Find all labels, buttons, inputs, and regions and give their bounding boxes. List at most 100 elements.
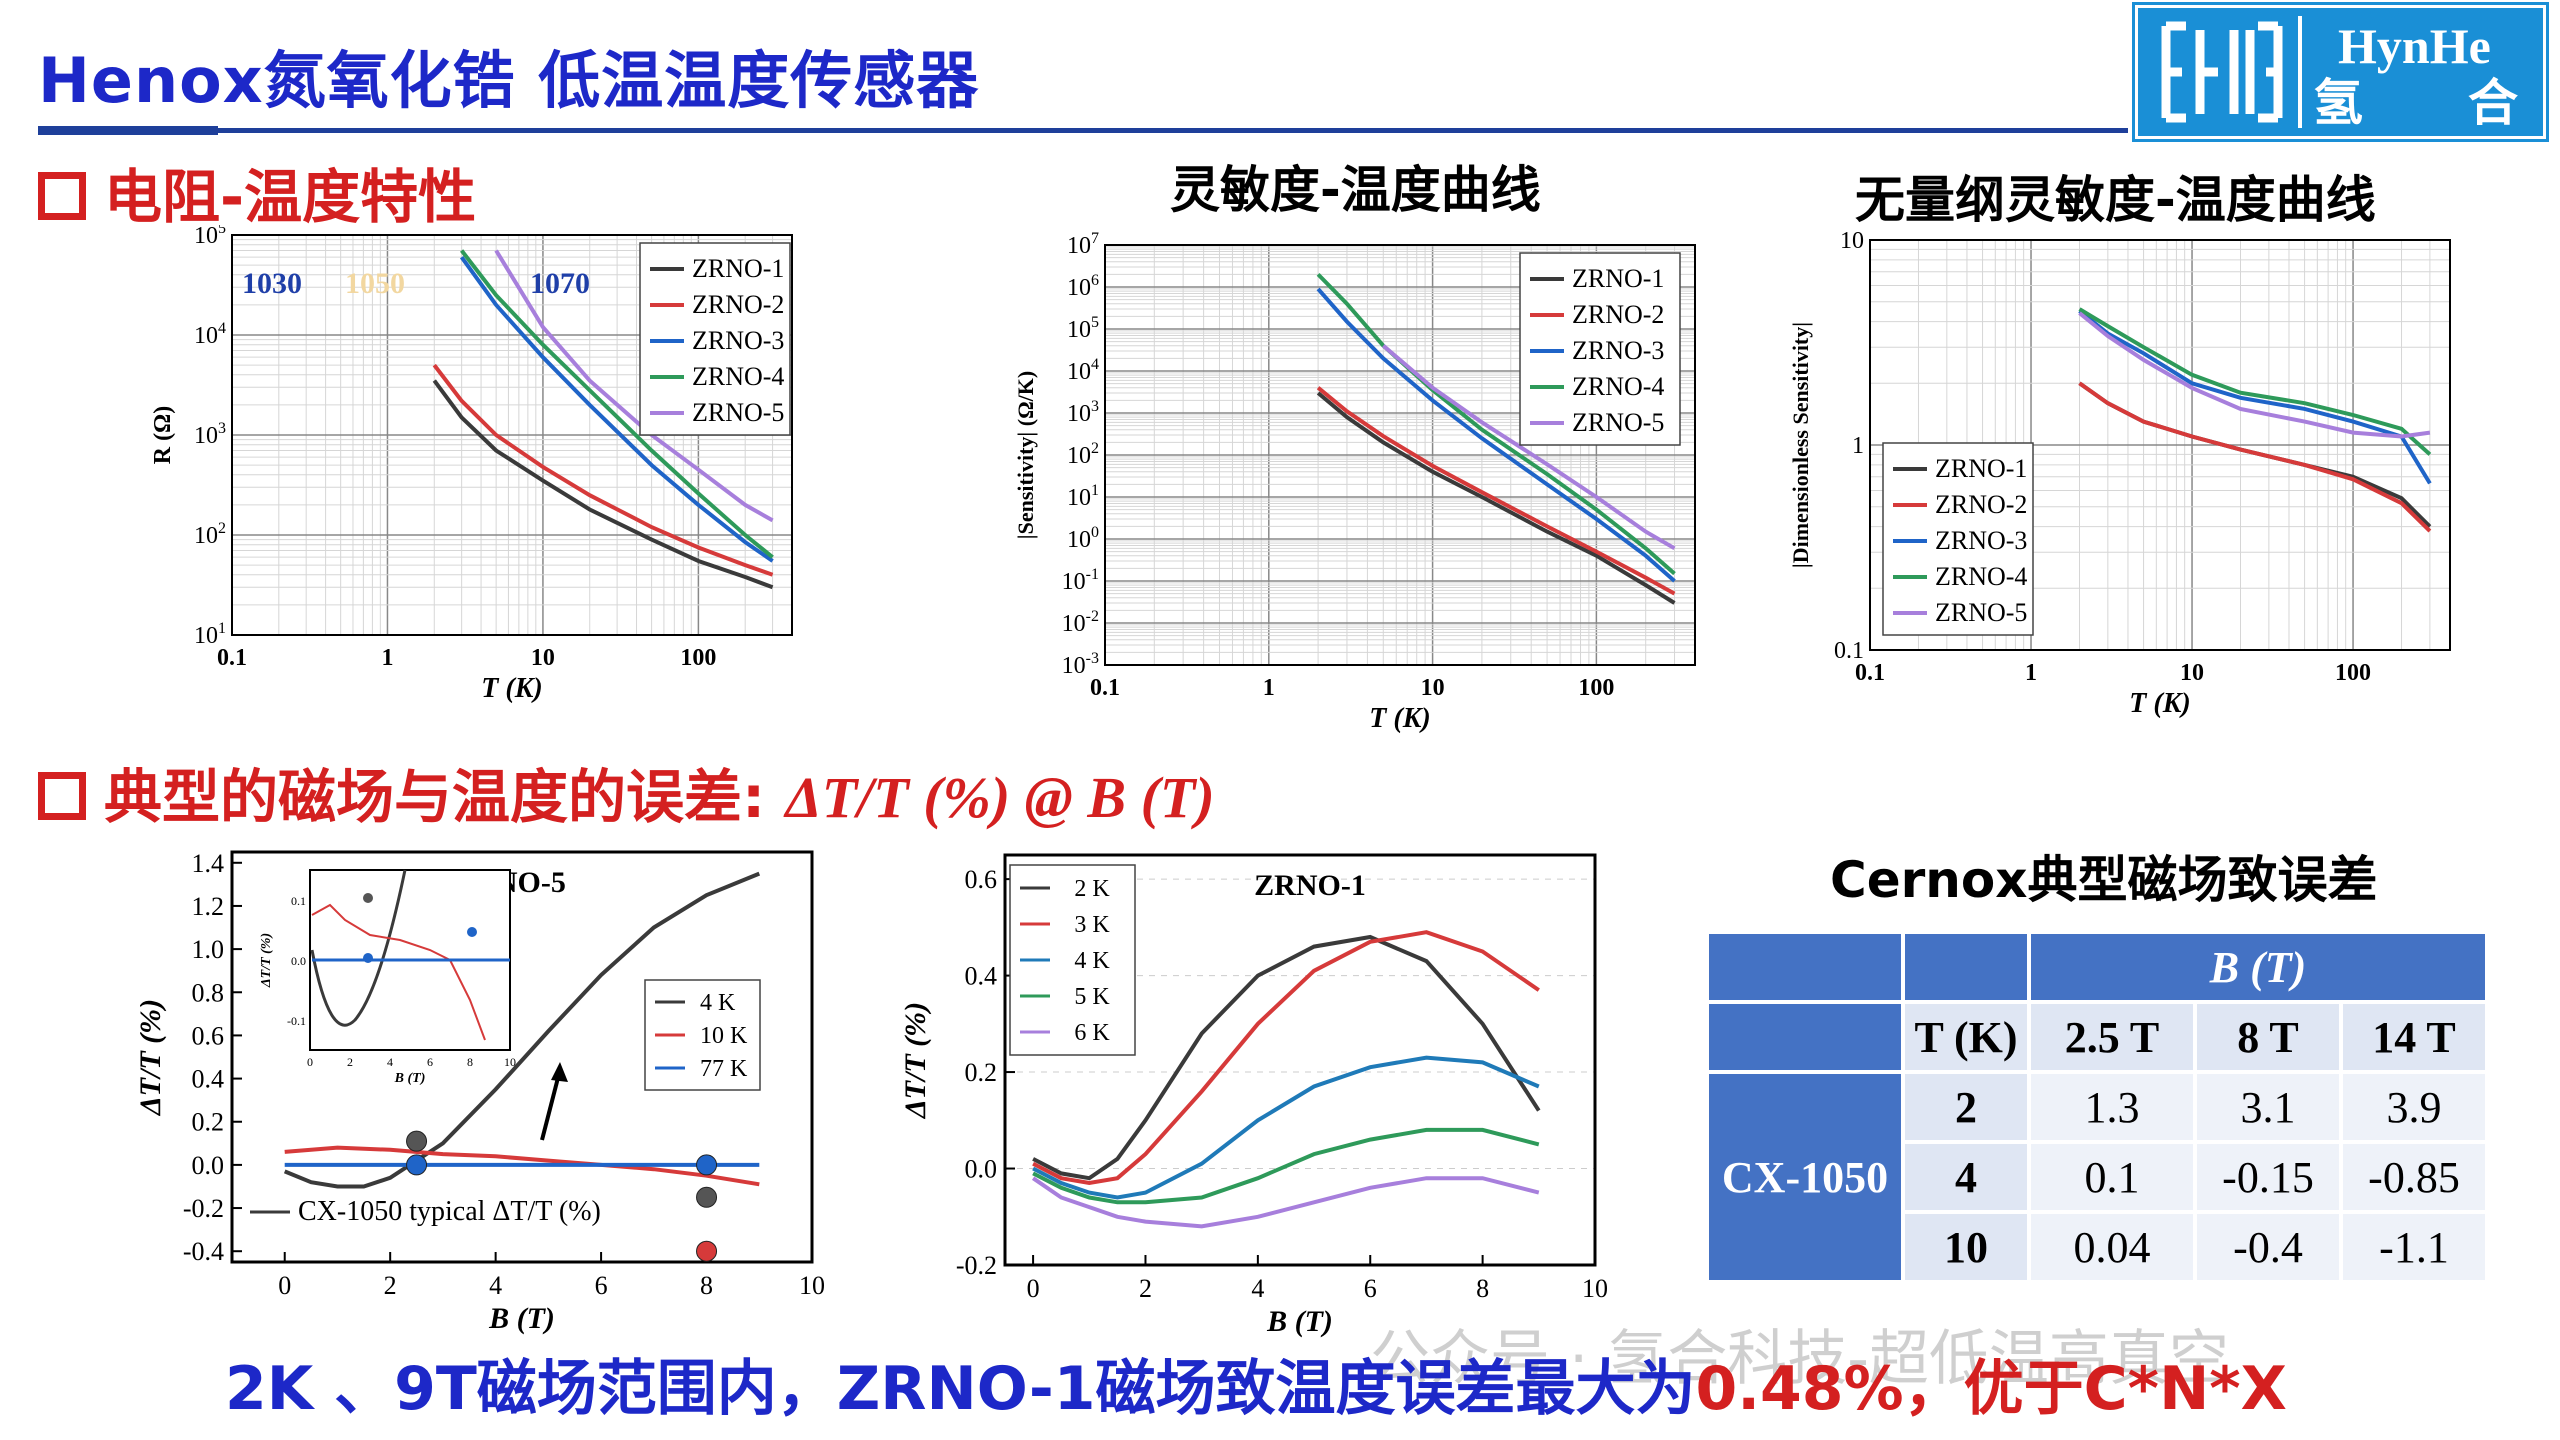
inset-series-4k	[310, 869, 407, 1027]
inset-x-tick-label: 0	[307, 1055, 313, 1069]
x-tick-label: 1	[381, 645, 393, 671]
y-tick-label: 106	[1067, 272, 1099, 301]
x-tick-label: 10	[531, 645, 555, 671]
legend-label: ZRNO-1	[1935, 454, 2027, 483]
section-heading-rt-text: 电阻-温度特性	[104, 163, 477, 231]
x-tick-label: 2	[384, 1271, 397, 1300]
legend-label: ZRNO-2	[1935, 490, 2027, 519]
legend-label: 3 K	[1074, 912, 1110, 938]
series-line-zrno-5	[2078, 311, 2431, 439]
series-line-zrno-3	[459, 256, 774, 563]
inset-x-tick-label: 4	[387, 1055, 393, 1069]
x-tick-label: 4	[489, 1271, 502, 1300]
series-line	[1032, 1127, 1540, 1205]
series-line	[1032, 1055, 1540, 1200]
section-heading-field-text: 典型的磁场与温度的误差:	[104, 763, 786, 831]
inset-x-tick-label: 8	[467, 1055, 473, 1069]
series-line	[1032, 930, 1540, 1186]
conclusion-text: 2K 、9T磁场范围内，ZRNO-1磁场致温度误差最大为0.48%，优于C*N*…	[225, 1340, 2287, 1427]
annotation-label: 1030	[242, 267, 302, 300]
section-heading-field: 典型的磁场与温度的误差: ΔT/T (%) @ B (T)	[38, 750, 1215, 834]
y-tick-label: 104	[194, 320, 226, 349]
series-line-zrno-2	[2078, 381, 2432, 533]
legend-label: ZRNO-1	[692, 254, 784, 283]
annotation-label: 1070	[530, 267, 590, 300]
data-marker	[406, 1130, 428, 1152]
y-tick-label: 1.2	[192, 892, 225, 921]
logo-text-cn1: 氢	[2313, 75, 2363, 131]
x-tick-label: 100	[2335, 660, 2371, 686]
cernox-error-table: B (T) T (K) 2.5 T 8 T 14 T CX-1050 2 1.3…	[1705, 930, 2489, 1284]
x-axis-label: B (T)	[1266, 1305, 1333, 1338]
annotation-label: 1050	[345, 267, 405, 300]
legend-label: ZRNO-3	[1935, 526, 2027, 555]
conclusion-main: 2K 、9T磁场范围内，ZRNO-1磁场致温度误差最大为	[225, 1354, 1696, 1424]
table-corner-cell	[1709, 1004, 1901, 1070]
legend-label: 2 K	[1074, 876, 1110, 902]
y-tick-label: 1.0	[192, 935, 225, 964]
y-tick-label: 101	[194, 620, 226, 649]
y-tick-label: -0.2	[956, 1251, 997, 1280]
table-cell: 0.04	[2031, 1214, 2193, 1280]
legend-label: ZRNO-5	[1935, 598, 2027, 627]
logo-text-cn2: 合	[2468, 75, 2518, 131]
table-col-header: T (K)	[1905, 1004, 2027, 1070]
series-line	[283, 871, 761, 1189]
table-col-header: 2.5 T	[2031, 1004, 2193, 1070]
sensitivity-temperature-chart: 0.1 1 10 100 10-3 10-2 10-1 100 101 102 103 104 105 1…	[1013, 230, 1696, 734]
section-heading-rt: 电阻-温度特性	[38, 150, 476, 234]
logo-text-en: HynHe	[2338, 18, 2491, 74]
table-col-header: 8 T	[2197, 1004, 2339, 1070]
plot-frame	[231, 234, 793, 636]
y-tick-label: 0.2	[192, 1108, 225, 1137]
y-tick-label: 0.6	[192, 1021, 225, 1050]
y-tick-label: 0.4	[965, 962, 998, 991]
y-tick-label: 0.6	[965, 865, 998, 894]
legend-label: ZRNO-2	[1572, 300, 1664, 329]
inset-x-tick-label: 6	[427, 1055, 433, 1069]
zrno1-field-error-chart: 0 2 4 6 8 10 -0.2 0.0 0.2 0.4 0.6 B (T) ΔT/T (%) ZRNO…	[900, 853, 1608, 1338]
x-axis-label: T (K)	[1369, 703, 1430, 734]
legend-label: ZRNO-4	[1935, 562, 2027, 591]
sensitivity-chart-title: 灵敏度-温度曲线	[1170, 161, 1541, 219]
table-cell: -0.4	[2197, 1214, 2339, 1280]
square-bullet-icon	[38, 172, 86, 220]
y-tick-label: 104	[1067, 356, 1099, 385]
y-axis-label: |Dimensionless Sensitivity|	[1788, 322, 1813, 568]
y-tick-label: -0.2	[183, 1194, 224, 1223]
x-tick-label: 6	[595, 1271, 608, 1300]
cernox-table-title: Cernox典型磁场致误差	[1830, 851, 2378, 909]
legend-label: 77 K	[700, 1056, 748, 1082]
title-underline	[38, 128, 2128, 133]
y-tick-label: 0.4	[192, 1065, 225, 1094]
series-line-zrno-3	[1316, 287, 1676, 583]
table-cell: 0.1	[2031, 1144, 2193, 1210]
inset-y-tick-label: 0.1	[291, 894, 306, 908]
y-tick-label: 10-1	[1062, 566, 1099, 595]
series-line-zrno-4	[2078, 307, 2432, 456]
y-tick-label: 107	[1067, 230, 1099, 259]
table-cell: 1.3	[2031, 1074, 2193, 1140]
x-tick-label: 1	[1263, 675, 1275, 701]
y-tick-label: 103	[1067, 398, 1099, 427]
y-tick-label: 10	[1840, 228, 1864, 254]
series-line-zrno-5	[1382, 344, 1676, 551]
y-tick-label: 102	[1067, 440, 1099, 469]
x-tick-label: 0	[278, 1271, 291, 1300]
inset-x-tick-label: 10	[504, 1055, 516, 1069]
x-tick-label: 0.1	[217, 645, 247, 671]
x-tick-label: 0.1	[1855, 660, 1885, 686]
x-axis-label: B (T)	[488, 1302, 555, 1335]
y-tick-label: 103	[194, 420, 226, 449]
table-row-header: 2	[1905, 1074, 2027, 1140]
x-axis-label: T (K)	[2129, 688, 2190, 719]
inset-marker	[363, 893, 373, 903]
x-tick-label: 1	[2025, 660, 2037, 686]
legend-label: ZRNO-5	[692, 398, 784, 427]
page-title: Henox氮氧化锆 低温温度传感器	[38, 44, 980, 117]
y-axis-label: R (Ω)	[150, 406, 176, 465]
y-tick-label: 10-2	[1062, 608, 1099, 637]
title-underline-accent	[38, 126, 218, 135]
x-tick-label: 2	[1139, 1274, 1152, 1303]
hynhe-logo: HynHe 氢 合	[2132, 2, 2549, 142]
